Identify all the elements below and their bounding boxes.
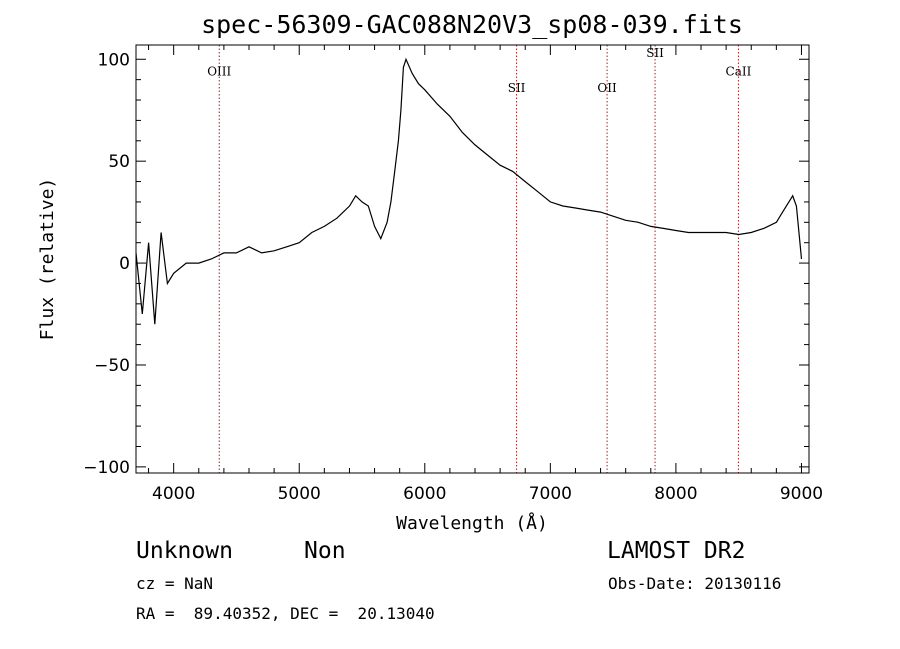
x-tick-label: 8000 [654,484,697,504]
y-tick-label: 50 [108,152,130,172]
spectral-line-label: OII [597,81,617,95]
y-tick-label: −50 [94,356,130,376]
redshift-value: cz = NaN [136,574,214,593]
subclass-label: Non [304,538,346,564]
spectral-line-label: CaII [726,65,752,79]
x-tick-label: 6000 [403,484,446,504]
y-tick-label: 100 [98,50,130,70]
coordinates: RA = 89.40352, DEC = 20.13040 [136,604,435,623]
spectral-line-label: SII [508,81,526,95]
x-tick-label: 5000 [278,484,321,504]
x-tick-label: 4000 [152,484,195,504]
survey-label: LAMOST DR2 [607,538,746,564]
x-tick-label: 9000 [780,484,823,504]
spectral-line-label: OIII [207,65,231,79]
spectral-line-label: SII [646,46,664,60]
x-axis-label: Wavelength (Å) [396,512,548,534]
y-tick-label: −100 [83,458,130,478]
y-axis-label: Flux (relative) [37,178,58,341]
class-label: Unknown [136,538,233,564]
obs-date: Obs-Date: 20130116 [608,574,782,593]
spectrum-line [135,57,803,325]
chart-title: spec-56309-GAC088N20V3_sp08-039.fits [201,10,743,39]
plot-area: OIII SII OII SII CaII 4000 5000 6000 7000 8000 900… [83,45,823,504]
y-tick-label: 0 [119,254,130,274]
x-tick-label: 7000 [529,484,572,504]
plot-frame [135,44,810,474]
